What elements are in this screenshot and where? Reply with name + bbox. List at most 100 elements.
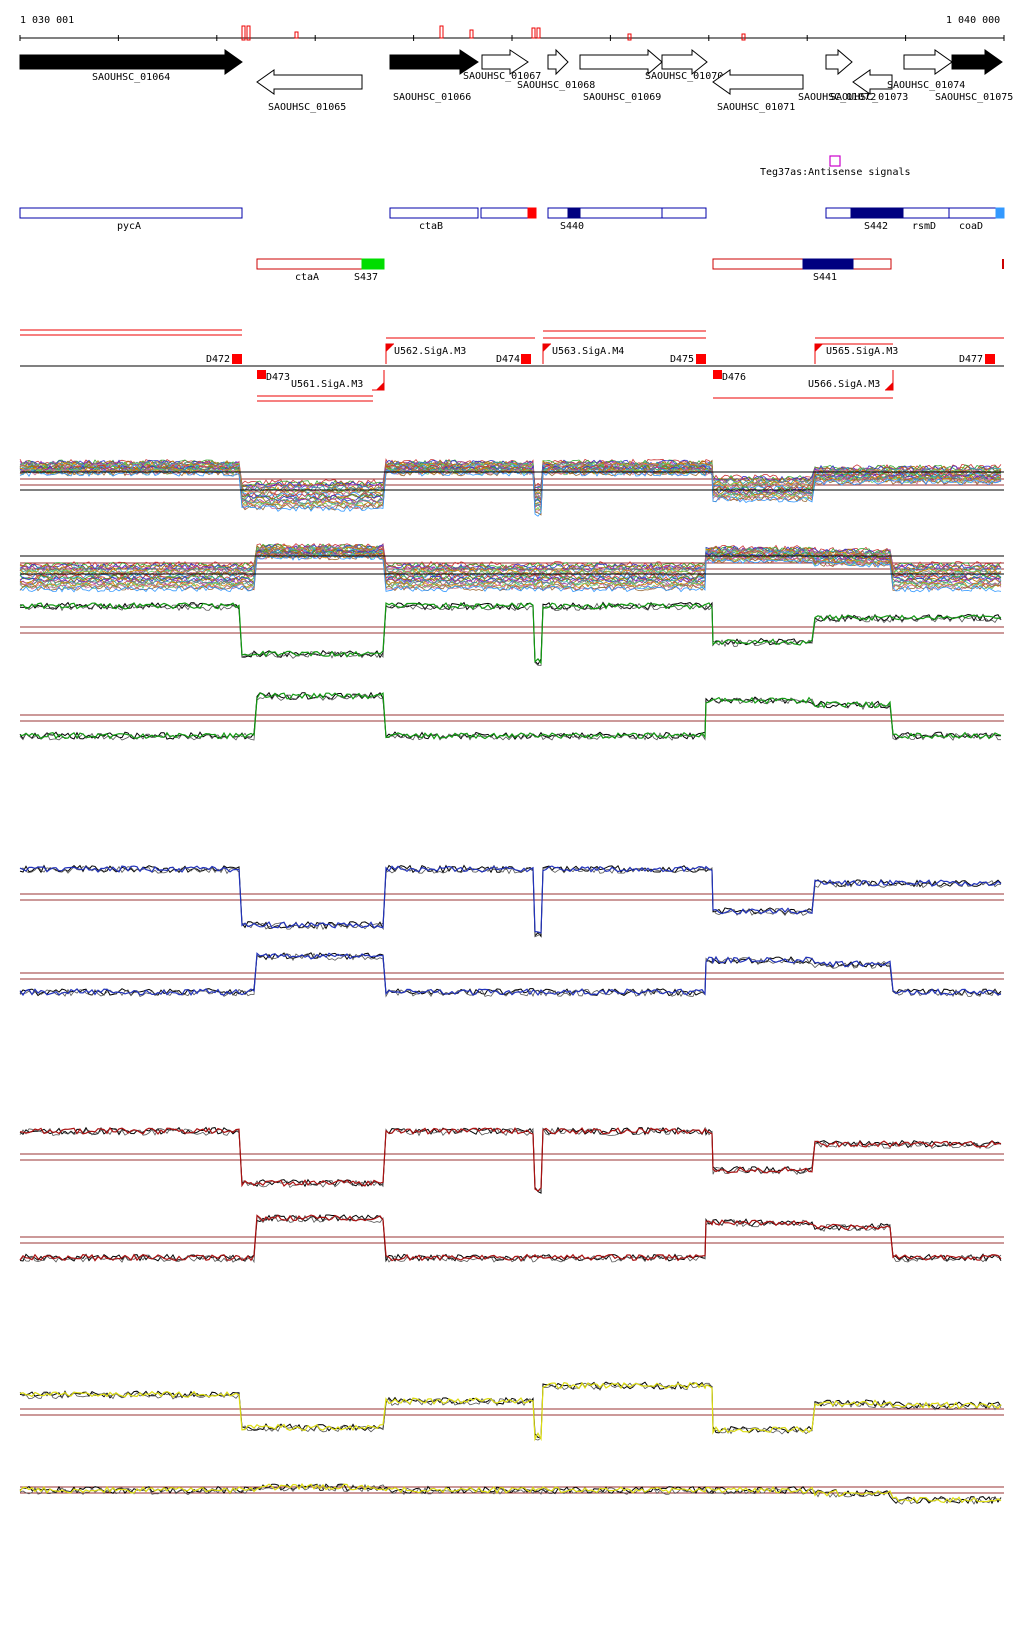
sample-line bbox=[19, 952, 1002, 997]
expression-track bbox=[19, 691, 1004, 741]
expression-track bbox=[19, 601, 1004, 667]
operon-box[interactable] bbox=[19, 207, 243, 219]
feature-mark bbox=[294, 31, 299, 39]
sample-line bbox=[19, 1126, 1001, 1192]
operon-box[interactable] bbox=[547, 207, 663, 219]
sample-line bbox=[19, 865, 1001, 938]
gene-arrow[interactable] bbox=[19, 49, 243, 75]
gene-arrow[interactable] bbox=[712, 69, 804, 95]
terminator-marker[interactable] bbox=[232, 354, 242, 364]
promoter-label: D476 bbox=[722, 372, 746, 383]
gene-arrow[interactable] bbox=[481, 49, 529, 75]
promoter-label: D472 bbox=[206, 354, 230, 365]
expression-track bbox=[19, 952, 1004, 998]
sample-line bbox=[19, 550, 1002, 585]
feature-mark bbox=[627, 33, 632, 41]
expression-track bbox=[19, 1381, 1004, 1442]
gene-arrow[interactable] bbox=[256, 69, 363, 95]
sample-line bbox=[19, 459, 1002, 489]
gene-arrow[interactable] bbox=[903, 49, 953, 75]
feature-mark bbox=[241, 25, 246, 41]
sample-line bbox=[19, 1483, 1002, 1505]
operon-rev-track: ctaA S437 S441 bbox=[256, 258, 1004, 283]
gene-label: SAOUHSC_01072 bbox=[798, 92, 876, 103]
expression-track bbox=[19, 458, 1004, 517]
operon-label: S441 bbox=[813, 272, 837, 283]
sample-line bbox=[19, 1214, 1002, 1263]
operon-box[interactable] bbox=[1002, 259, 1004, 269]
gene-track: SAOUHSC_01064 SAOUHSC_01065 SAOUHSC_0106… bbox=[19, 48, 1013, 113]
promoter-label: D477 bbox=[959, 354, 983, 365]
sample-line bbox=[19, 952, 1002, 997]
operon-box[interactable] bbox=[389, 207, 479, 219]
expression-track bbox=[19, 864, 1004, 938]
operon-box[interactable] bbox=[256, 258, 363, 270]
gene-label: SAOUHSC_01073 bbox=[830, 92, 908, 103]
gene-label: SAOUHSC_01064 bbox=[92, 72, 170, 83]
feature-mark bbox=[536, 27, 541, 39]
gene-label: SAOUHSC_01067 bbox=[463, 71, 541, 82]
operon-box[interactable] bbox=[850, 207, 904, 219]
gene-arrow[interactable] bbox=[579, 48, 663, 76]
gene-label: SAOUHSC_01074 bbox=[887, 80, 965, 91]
operon-box[interactable] bbox=[527, 207, 537, 219]
gene-label: SAOUHSC_01069 bbox=[583, 92, 661, 103]
operon-box[interactable] bbox=[567, 207, 581, 219]
promoter-label: U562.SigA.M3 bbox=[394, 346, 466, 357]
sample-line bbox=[19, 602, 1002, 665]
sample-line bbox=[19, 1381, 1002, 1442]
ruler-end-label: 1 040 000 bbox=[946, 15, 1000, 26]
operon-label: S440 bbox=[560, 221, 584, 232]
sample-line bbox=[19, 553, 1002, 593]
sample-line bbox=[19, 864, 1002, 938]
operon-box[interactable] bbox=[802, 258, 854, 270]
terminator-marker[interactable] bbox=[985, 354, 995, 364]
expression-track bbox=[19, 543, 1004, 593]
operon-box[interactable] bbox=[661, 207, 707, 219]
feature-mark bbox=[531, 27, 536, 39]
sample-line bbox=[19, 1381, 1002, 1438]
gene-label: SAOUHSC_01070 bbox=[645, 71, 723, 82]
gene-arrow[interactable] bbox=[547, 48, 569, 76]
gene-arrow[interactable] bbox=[951, 49, 1003, 75]
promoter-track: D472 D473 U561.SigA.M3 U562.SigA.M3 D474… bbox=[20, 329, 1004, 402]
operon-box[interactable] bbox=[712, 258, 892, 270]
promoter-label: D473 bbox=[266, 372, 290, 383]
sample-line bbox=[19, 865, 1002, 934]
sample-line bbox=[19, 468, 1002, 514]
sample-line bbox=[19, 1214, 1002, 1262]
ruler: 1 030 001 1 040 000 bbox=[19, 15, 1005, 41]
promoter-label: D474 bbox=[496, 354, 520, 365]
operon-label: rsmD bbox=[912, 221, 936, 232]
terminator-marker[interactable] bbox=[713, 370, 722, 379]
operon-box[interactable] bbox=[361, 258, 385, 270]
gene-arrow[interactable] bbox=[389, 49, 479, 75]
gene-arrow[interactable] bbox=[661, 48, 708, 76]
operon-fwd-track: pycA ctaB S440 S442 rsmD coaD bbox=[19, 207, 1005, 232]
operon-label: ctaA bbox=[295, 272, 319, 283]
antisense-marker[interactable] bbox=[829, 155, 841, 167]
antisense-label: Teg37as:Antisense signals bbox=[760, 167, 911, 178]
sample-line bbox=[19, 952, 1002, 998]
gene-label: SAOUHSC_01066 bbox=[393, 92, 471, 103]
gene-arrow[interactable] bbox=[852, 69, 893, 95]
sample-line bbox=[19, 1214, 1002, 1264]
ruler-start-label: 1 030 001 bbox=[20, 15, 74, 26]
operon-box[interactable] bbox=[995, 207, 1005, 219]
terminator-marker[interactable] bbox=[257, 370, 266, 379]
gene-arrow[interactable] bbox=[825, 48, 853, 76]
terminator-marker[interactable] bbox=[696, 354, 706, 364]
operon-label: pycA bbox=[117, 221, 141, 232]
sample-line bbox=[19, 467, 1002, 510]
gene-label: SAOUHSC_01071 bbox=[717, 102, 795, 113]
sample-line bbox=[19, 465, 1002, 505]
terminator-marker[interactable] bbox=[521, 354, 531, 364]
gene-label: SAOUHSC_01075 bbox=[935, 92, 1013, 103]
expression-tracks bbox=[19, 458, 1004, 1505]
feature-mark bbox=[469, 29, 474, 39]
promoter-label: U561.SigA.M3 bbox=[291, 379, 363, 390]
operon-label: coaD bbox=[959, 221, 983, 232]
promoter-label: U566.SigA.M3 bbox=[808, 379, 880, 390]
